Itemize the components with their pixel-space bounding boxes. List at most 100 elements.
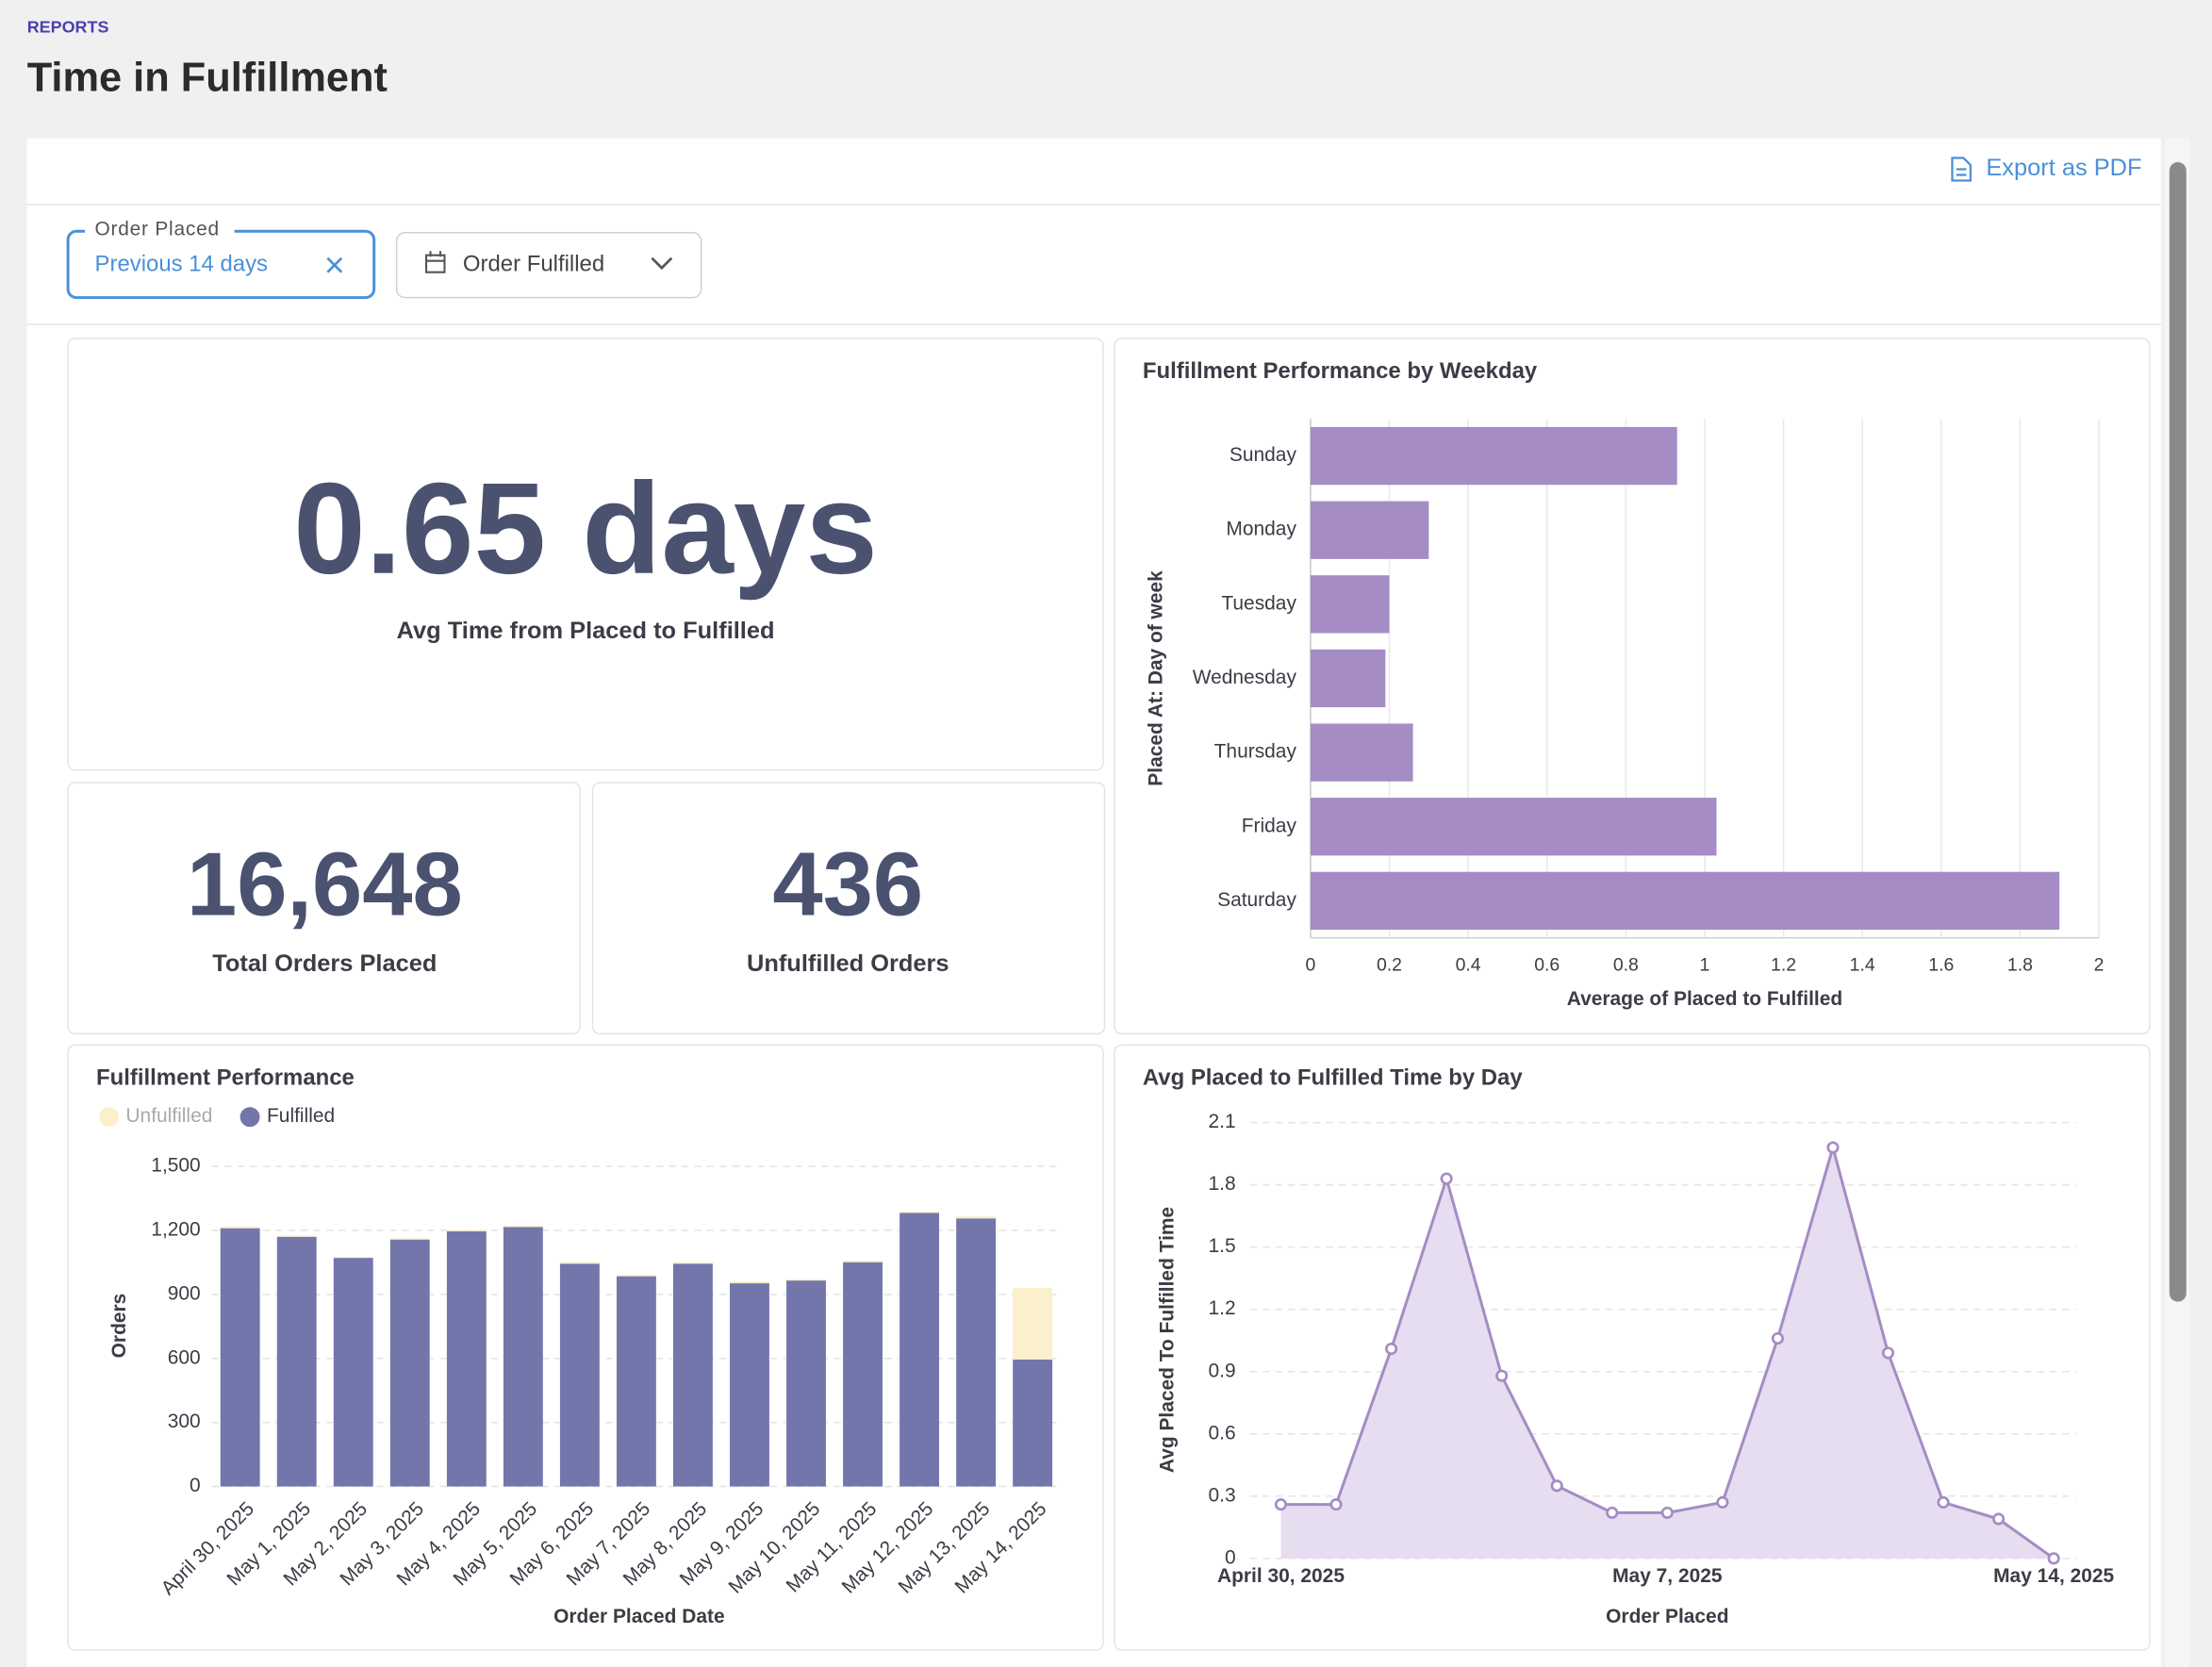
filter-label: Order Placed [95,218,220,239]
bar-segment [389,1239,430,1487]
chevron-icon [651,256,673,271]
bar [1310,426,1677,486]
y-tick-label: Tuesday [1221,592,1296,614]
bar-segment [220,1227,260,1229]
point [1716,1495,1729,1509]
x-tick-label: 0.8 [1613,955,1639,976]
x-tick-label: 1.8 [2007,955,2033,976]
y-tick-label: 2.1 [1209,1111,1236,1132]
bar-segment [446,1230,487,1231]
bar-segment [503,1227,543,1487]
legend-swatch [239,1107,260,1128]
y-tick-label: Monday [1226,519,1296,540]
filter-order-fulfilled[interactable]: Order Fulfilled [395,232,702,299]
bar [1310,723,1413,782]
bar-segment [389,1238,430,1240]
x-tick-label: 1.2 [1771,955,1796,976]
bar-segment [672,1263,713,1487]
bar [1310,798,1717,856]
bar-segment [843,1262,883,1487]
clear-icon[interactable] [326,256,343,273]
filter-label: Order Fulfilled [463,252,604,277]
bar-segment [616,1275,656,1277]
kpi-label: Unfulfilled Orders [747,950,949,977]
y-tick-label: 1.2 [1209,1297,1236,1319]
pdf-icon [1951,157,1973,182]
bar [1310,649,1386,708]
y-tick-label: Friday [1242,815,1297,836]
bar-segment [333,1258,373,1487]
bar [1310,501,1429,559]
label-bg [85,218,235,241]
bar-segment [559,1263,600,1487]
kpi-value: 16,648 [187,834,463,935]
y-tick-label: Sunday [1230,444,1297,466]
bar-segment [786,1279,826,1281]
point [1495,1369,1509,1382]
bar [1310,575,1390,634]
bar-segment [900,1211,940,1213]
breadcrumb[interactable]: REPORTS [27,18,109,37]
y-tick-label: 1.5 [1209,1235,1236,1257]
bar-segment [446,1230,487,1487]
x-tick-label: 1.6 [1928,955,1954,976]
kpi-card [67,338,1104,771]
bar [1310,871,2060,931]
y-tick-label: Saturday [1217,889,1296,911]
y-tick-label: 0 [1225,1546,1236,1568]
y-tick-label: Wednesday [1193,667,1297,688]
kpi-value: 436 [772,834,923,935]
point [1440,1172,1453,1185]
y-tick-label: 0.6 [1209,1422,1236,1444]
point [1329,1498,1343,1511]
point [2047,1552,2060,1565]
chart-title: Fulfillment Performance by Weekday [1143,358,1538,384]
filter-value: Previous 14 days [95,252,269,277]
legend-swatch [99,1107,119,1128]
chart-title: Avg Placed to Fulfilled Time by Day [1143,1065,1523,1091]
x-tick-label: 0.6 [1534,955,1560,976]
x-tick-label: April 30, 2025 [1217,1565,1345,1587]
x-tick-label: 0.2 [1377,955,1402,976]
y-tick-label: 900 [168,1282,201,1304]
legend-label[interactable]: Fulfilled [267,1105,335,1127]
chart-title: Fulfillment Performance [96,1065,355,1091]
export-label[interactable]: Export as PDF [1986,155,2141,181]
y-tick-label: 300 [168,1411,201,1432]
y-axis-label: Orders [108,1294,130,1359]
kpi-card [591,782,1106,1035]
y-tick-label: 600 [168,1346,201,1368]
y-tick-label: 1,500 [151,1155,200,1177]
filter-order-placed[interactable]: Order Placed Previous 14 days [66,218,376,300]
y-tick-label: 1.8 [1209,1173,1236,1195]
legend-label[interactable]: Unfulfilled [125,1105,212,1127]
bar-segment [730,1281,769,1284]
bar-segment [276,1236,317,1487]
bar-segment [956,1218,997,1487]
bar-segment [616,1276,656,1487]
scrollbar-thumb[interactable] [2169,162,2187,1302]
y-tick-label: 0.9 [1209,1360,1236,1381]
filter-box[interactable] [395,232,702,299]
point [1606,1506,1619,1519]
point [1826,1141,1840,1154]
point [1384,1342,1398,1356]
point [1660,1506,1674,1519]
calendar-icon [424,251,446,273]
bar-segment [333,1256,373,1259]
x-tick-label: 2 [2094,955,2105,976]
bar-segment [900,1213,940,1487]
kpi-label: Avg Time from Placed to Fulfilled [397,618,775,644]
export-button[interactable]: Export as PDF [1951,155,2142,182]
chart-card [1114,1044,2151,1651]
bar-segment [220,1228,260,1487]
bar-segment [1013,1359,1053,1487]
y-axis-label: Placed At: Day of week [1145,570,1166,786]
x-tick-label: 0.4 [1456,955,1481,976]
point [1274,1498,1288,1511]
bar-segment [559,1262,600,1264]
bar-segment [843,1261,883,1263]
point [1881,1346,1895,1360]
